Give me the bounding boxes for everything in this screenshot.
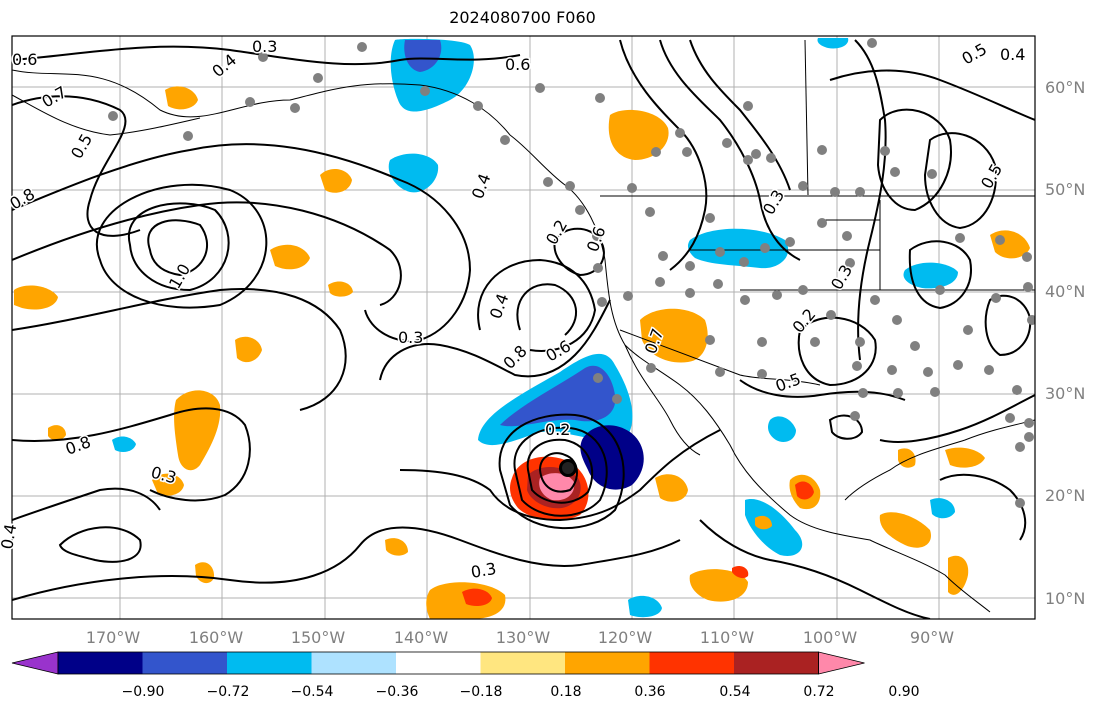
orange-area-east3: [948, 555, 969, 595]
orange-area-pacific-west: [235, 336, 262, 363]
orange-area-hawaii-n: [270, 244, 310, 270]
contour-label: 0.4: [1000, 45, 1025, 64]
colorbar-segment: [565, 652, 650, 674]
blue-area-rockies: [687, 228, 789, 269]
blue-area-east: [930, 498, 955, 519]
orange-area-east: [655, 474, 688, 502]
orange-area-central-am: [879, 512, 931, 548]
map-frame: [11, 35, 1036, 620]
lon-label-120w: 120°W: [597, 628, 653, 647]
lon-label-110w: 110°W: [699, 628, 755, 647]
coastlines: [12, 39, 1035, 613]
colorbar-segment: [58, 652, 143, 674]
mid-blue-area-alaska: [404, 40, 442, 72]
blue-area-canada: [388, 153, 439, 193]
blue-area-plains: [903, 262, 958, 289]
colorbar-tick: −0.90: [121, 684, 165, 700]
colorbar-tick: 0.72: [803, 684, 835, 700]
colorbar-segment: [311, 652, 397, 674]
pink-area-storm: [539, 473, 575, 501]
station-dots: [108, 38, 1035, 508]
colorbar-segment: [480, 652, 566, 674]
orange-area-northeast-canada: [608, 109, 669, 160]
colorbar-tick: 0.90: [888, 684, 920, 700]
colorbar-segment: [396, 652, 481, 674]
orange-area-north-pac: [165, 86, 198, 110]
lon-label-170w: 170°W: [85, 628, 141, 647]
colorbar: [11, 651, 865, 675]
blue-area-baja: [768, 416, 796, 442]
orange-area-west: [14, 285, 58, 310]
contour-label: 0.3: [398, 328, 423, 347]
blue-area-top: [817, 38, 849, 49]
orange-area-small-1: [48, 425, 66, 441]
orange-area-gulf: [945, 447, 985, 468]
orange-area-small-3: [328, 281, 353, 297]
lat-label-10n: 10°N: [1045, 589, 1086, 608]
lon-label-90w: 90°W: [909, 628, 955, 647]
colorbar-tick: 0.18: [550, 684, 582, 700]
lon-label-160w: 160°W: [188, 628, 244, 647]
colorbar-tick: −0.54: [290, 684, 334, 700]
contour-label: 0.4: [0, 522, 20, 550]
colorbar-tick: −0.36: [375, 684, 419, 700]
orange-area-small-4: [755, 515, 772, 530]
colorbar-segment: [649, 652, 735, 674]
colorbar-segment: [227, 652, 312, 674]
map-title: 2024080700 F060: [449, 8, 596, 27]
lat-label-60n: 60°N: [1045, 78, 1086, 97]
red-area-mexico: [795, 481, 814, 500]
lat-label-40n: 40°N: [1045, 282, 1086, 301]
colorbar-tick: 0.54: [719, 684, 751, 700]
lon-label-140w: 140°W: [393, 628, 449, 647]
lon-label-150w: 150°W: [290, 628, 346, 647]
colorbar-segment: [142, 652, 228, 674]
orange-area-pacific-nw: [320, 168, 352, 193]
blue-area-pacific: [112, 436, 136, 452]
contour-label: 0.6: [505, 55, 530, 74]
orange-area-small-2: [385, 538, 408, 556]
orange-area-ne: [898, 448, 916, 468]
lon-label-130w: 130°W: [495, 628, 551, 647]
orange-area-sw-us: [640, 308, 708, 363]
red-area-south-pacific: [462, 588, 492, 606]
map-background: [12, 36, 1035, 619]
colorbar-extend-low: [11, 651, 59, 675]
contour-label: 0.3: [252, 37, 277, 56]
colorbar-tick: −0.18: [459, 684, 503, 700]
lat-label-20n: 20°N: [1045, 486, 1086, 505]
blue-area-south: [628, 595, 662, 618]
mid-blue-area-storm: [500, 365, 616, 427]
colorbar-tick: −0.72: [206, 684, 250, 700]
red-area-south2: [732, 565, 749, 579]
blue-area-mexico: [745, 499, 803, 556]
colorbar-frame: [57, 651, 819, 675]
lat-label-50n: 50°N: [1045, 180, 1086, 199]
lon-label-100w: 100°W: [802, 628, 858, 647]
storm-center-inner: [562, 462, 574, 474]
contours: [12, 39, 1035, 619]
colorbar-segment: [734, 652, 819, 674]
contour-label: 0.6: [12, 50, 37, 69]
lat-label-30n: 30°N: [1045, 384, 1086, 403]
contour-label: 0.2: [545, 420, 570, 439]
colorbar-tick: 0.36: [634, 684, 666, 700]
colorbar-extend-high: [818, 651, 865, 675]
orange-area-south2: [689, 569, 748, 602]
orange-area-mid2: [152, 473, 184, 496]
